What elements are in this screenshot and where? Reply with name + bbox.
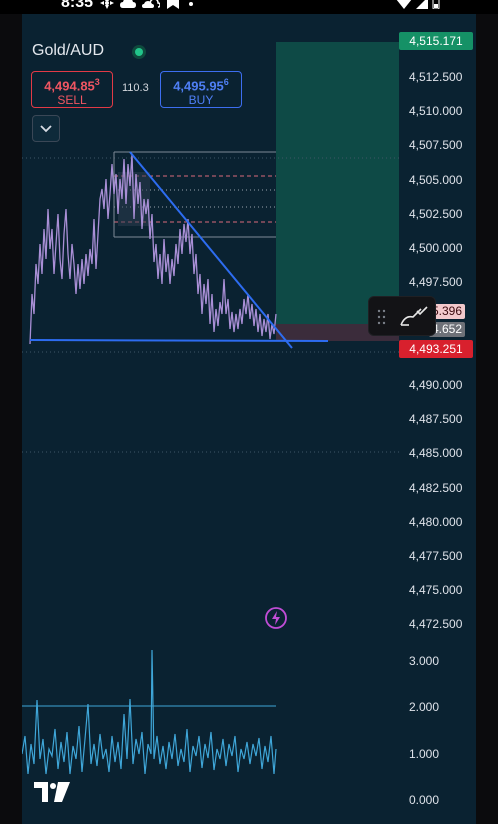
price-axis-label: 4,490.000: [409, 378, 463, 392]
price-axis-label: 4,475.000: [409, 583, 463, 597]
status-bar: 8:35: [0, 0, 498, 14]
status-notification-icons: [100, 0, 196, 10]
pinwheel-icon: [100, 0, 114, 9]
take-profit-zone[interactable]: [276, 42, 399, 324]
cloud-icon: [120, 0, 136, 8]
volume-axis-label: 2.000: [409, 700, 440, 714]
sell-label: SELL: [57, 93, 87, 108]
price-axis-label: 4,510.000: [409, 104, 463, 118]
drawing-tool-toggle[interactable]: [368, 296, 436, 336]
entry-price-tag: 4.652: [429, 322, 466, 337]
status-system-icons: [396, 0, 440, 10]
brush-check-icon: [400, 306, 428, 326]
buy-button[interactable]: 4,495.956 BUY: [160, 71, 242, 108]
chart-panel[interactable]: Gold/AUD 4,494.853 SELL 110.3 4,495.956 …: [22, 14, 476, 824]
price-axis-label: 4,482.500: [409, 481, 463, 495]
price-axis-label: 4,480.000: [409, 515, 463, 529]
buy-label: BUY: [188, 93, 214, 108]
battery-icon: [432, 0, 440, 9]
cloud-multiple-icon: [142, 0, 160, 8]
wifi-icon: [396, 0, 412, 9]
dot-icon: [189, 2, 193, 6]
price-axis-label: 4,507.500: [409, 138, 463, 152]
volume-series: [22, 649, 277, 775]
price-candles[interactable]: [29, 153, 277, 345]
support-trendline[interactable]: [29, 339, 329, 342]
spread-value: 110.3: [122, 82, 149, 94]
price-axis-label: 4,512.500: [409, 70, 463, 84]
buy-price: 4,495.956: [173, 77, 229, 94]
sell-price: 4,494.853: [44, 77, 100, 94]
grid-lines: [22, 157, 399, 453]
price-axis-label: 4,487.500: [409, 412, 463, 426]
chevron-down-icon: [40, 124, 52, 132]
tradingview-logo[interactable]: [34, 782, 70, 802]
lightning-icon[interactable]: [264, 606, 288, 630]
sell-button[interactable]: 4,494.853 SELL: [31, 71, 113, 108]
price-axis-label: 4,472.500: [409, 617, 463, 631]
price-axis-label: 4,477.500: [409, 549, 463, 563]
volume-axis-label: 3.000: [409, 654, 440, 668]
descending-trendline[interactable]: [129, 151, 293, 349]
signal-icon: [416, 0, 428, 9]
price-axis-label: 4,485.000: [409, 446, 463, 460]
position-price-tag: 5.396: [429, 304, 466, 319]
price-axis-label: 4,505.000: [409, 173, 463, 187]
take-profit-price-tag: 4,515.171: [399, 32, 473, 50]
fib-levels[interactable]: [113, 151, 276, 238]
status-clock: 8:35: [61, 0, 94, 11]
symbol-title[interactable]: Gold/AUD: [32, 42, 105, 59]
price-axis-label: 4,502.500: [409, 207, 463, 221]
drag-handle-icon[interactable]: [377, 309, 387, 325]
collapse-button[interactable]: [32, 115, 60, 142]
current-price-tag: 4,493.251: [399, 340, 473, 358]
frame-left: [0, 14, 22, 824]
volume-axis-label: 1.000: [409, 747, 440, 761]
price-axis-label: 4,497.500: [409, 275, 463, 289]
price-axis-label: 4,500.000: [409, 241, 463, 255]
frame-right: [476, 14, 498, 824]
bookmark-icon: [167, 0, 179, 9]
chart-canvas[interactable]: [22, 14, 476, 824]
volume-axis-label: 0.000: [409, 793, 440, 807]
market-open-indicator: [132, 45, 146, 59]
